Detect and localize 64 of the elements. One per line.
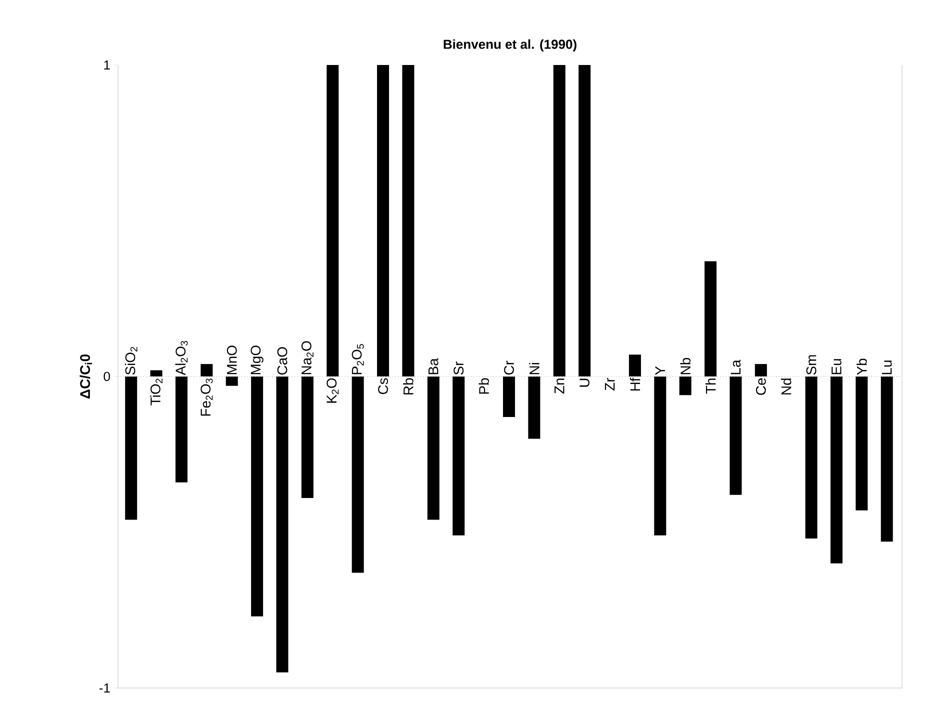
bar — [427, 376, 440, 520]
bar — [326, 64, 339, 376]
bar — [452, 376, 465, 536]
x-tick-label: Zn — [554, 378, 564, 394]
bar — [628, 354, 641, 376]
bar — [856, 376, 868, 510]
bar — [805, 376, 818, 538]
x-tick-label: La — [730, 360, 741, 374]
bar — [150, 370, 162, 376]
x-tick-label: Sm — [806, 355, 816, 375]
x-tick-label: Y — [655, 366, 665, 375]
bar — [402, 64, 414, 376]
x-tick-label: Na$_{2}$O — [301, 341, 314, 374]
chart-title: Bienvenu et al. (1990) — [444, 39, 576, 52]
bar — [754, 364, 767, 376]
x-tick-label: TiO$_{2}$ — [150, 378, 162, 406]
bar — [276, 376, 288, 672]
x-tick-label: Rb — [403, 378, 414, 394]
x-tick-label: CaO — [277, 347, 288, 375]
x-tick-label: P$_{2}$O$_{5}$ — [352, 344, 364, 374]
x-tick-label: Cs — [378, 378, 388, 394]
bar — [301, 376, 314, 498]
x-tick-label: U — [580, 378, 590, 387]
bar — [704, 261, 717, 376]
bar — [175, 376, 188, 482]
x-tick-label: Yb — [856, 358, 867, 375]
x-tick-label: Zr — [604, 378, 615, 390]
bar — [528, 376, 540, 439]
y-tick-label: 1 — [104, 60, 110, 70]
x-tick-label: Eu — [832, 359, 842, 374]
x-tick-label: Sr — [454, 362, 464, 375]
y-axis-title: ΔC/C$_{i}$0 — [80, 354, 92, 399]
bar — [578, 64, 591, 376]
x-tick-label: Al$_{2}$O$_{3}$ — [175, 340, 188, 376]
bar — [880, 376, 893, 542]
bar — [502, 376, 515, 417]
x-tick-label: Th — [705, 378, 716, 394]
x-tick-label: Hf — [630, 378, 640, 391]
bar — [251, 376, 264, 616]
bar — [553, 64, 566, 376]
x-tick-label: Cr — [504, 360, 514, 375]
bar — [125, 376, 138, 520]
x-tick-label: K$_{2}$O — [326, 378, 339, 403]
bar — [226, 376, 238, 386]
x-tick-label: Pb — [478, 378, 489, 394]
x-tick-label: Ni — [529, 363, 540, 374]
x-tick-label: SiO$_{2}$ — [124, 346, 138, 375]
x-tick-label: Ce — [756, 378, 766, 395]
x-tick-label: Ba — [428, 358, 438, 374]
bar — [654, 376, 666, 536]
y-tick-label: 0 — [104, 372, 110, 382]
y-tick-label: -1 — [99, 684, 110, 692]
bar — [730, 376, 742, 495]
bar — [679, 376, 692, 396]
x-tick-label: Nb — [680, 358, 690, 374]
x-tick-label: Lu — [882, 360, 892, 374]
bar — [352, 376, 364, 573]
x-tick-label: MgO — [250, 346, 264, 374]
bar — [830, 376, 842, 564]
bar — [377, 64, 390, 376]
x-tick-label: Nd — [780, 378, 792, 394]
x-tick-label: MnO — [226, 346, 237, 374]
x-tick-label: Fe$_{2}$O$_{3}$ — [200, 378, 213, 416]
bar — [200, 364, 213, 376]
